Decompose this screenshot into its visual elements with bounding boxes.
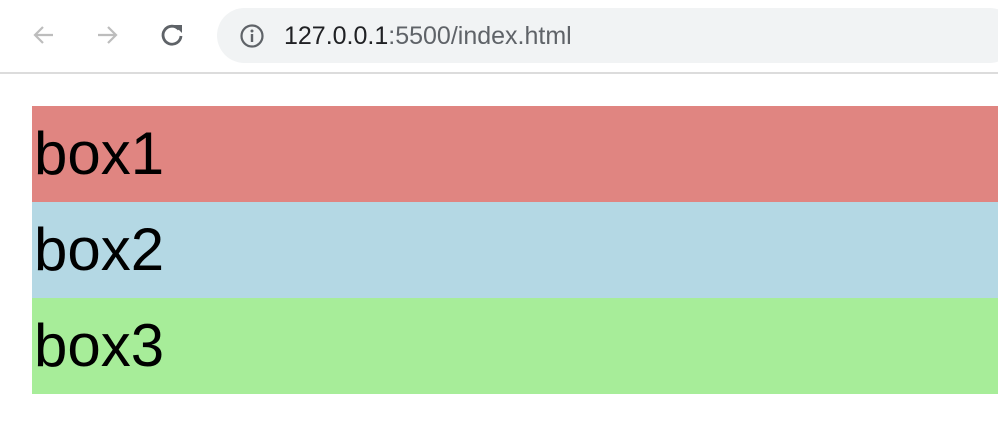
forward-arrow-icon bbox=[98, 26, 118, 44]
back-arrow-icon bbox=[33, 26, 53, 44]
url-host: 127.0.0.1 bbox=[284, 22, 389, 50]
box2: box2 bbox=[32, 202, 998, 298]
boxes-container: box1 box2 box3 bbox=[32, 106, 998, 394]
forward-button[interactable] bbox=[92, 20, 122, 50]
address-bar[interactable]: 127.0.0.1:5500/index.html bbox=[217, 8, 998, 63]
reload-icon bbox=[161, 24, 183, 46]
box1: box1 bbox=[32, 106, 998, 202]
url-text[interactable]: 127.0.0.1:5500/index.html bbox=[284, 21, 572, 51]
reload-button[interactable] bbox=[157, 20, 187, 50]
box3: box3 bbox=[32, 298, 998, 394]
back-button[interactable] bbox=[29, 20, 59, 50]
browser-toolbar: 127.0.0.1:5500/index.html bbox=[0, 0, 998, 74]
info-icon[interactable] bbox=[239, 23, 265, 49]
url-path: :5500/index.html bbox=[388, 22, 572, 50]
